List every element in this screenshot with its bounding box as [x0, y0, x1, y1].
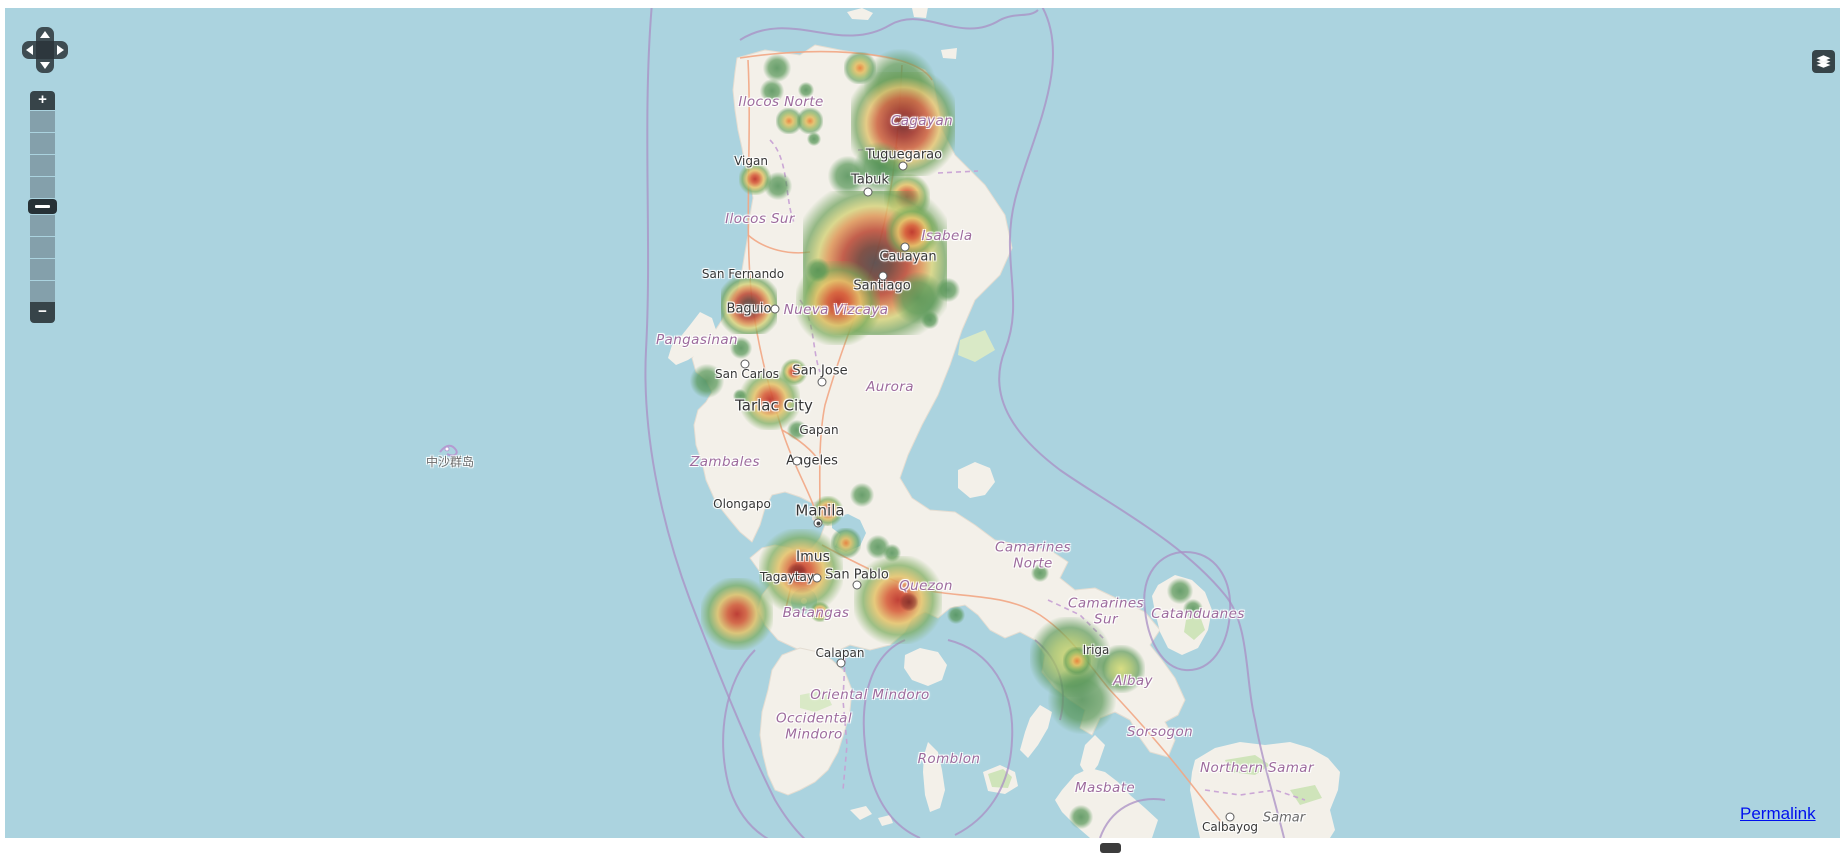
layers-icon — [1816, 55, 1831, 68]
map-canvas[interactable]: Ilocos Norte Cagayan Ilocos Sur Isabela Nuev… — [5, 8, 1840, 838]
zoom-track-segment[interactable] — [30, 281, 55, 302]
zoom-track-segment[interactable] — [30, 259, 55, 280]
layer-switcher-button[interactable] — [1812, 50, 1835, 73]
zoom-track-segment[interactable] — [30, 237, 55, 258]
pan-right-icon[interactable] — [57, 45, 64, 55]
zoom-slider[interactable]: + − — [28, 91, 57, 323]
basemap — [5, 8, 1840, 838]
zoom-in-button[interactable]: + — [30, 91, 55, 110]
zoom-track-segment[interactable] — [30, 177, 55, 198]
pan-down-icon[interactable] — [40, 62, 50, 69]
zoom-track-segment[interactable] — [30, 155, 55, 176]
zoom-track-segment[interactable] — [30, 215, 55, 236]
permalink-link[interactable]: Permalink — [1740, 804, 1816, 823]
zoom-out-button[interactable]: − — [30, 302, 55, 323]
zoom-track-segment[interactable] — [30, 133, 55, 154]
pan-control[interactable] — [22, 27, 68, 73]
pan-left-icon[interactable] — [26, 45, 33, 55]
zoom-track-segment[interactable] — [30, 111, 55, 132]
pan-up-icon[interactable] — [40, 31, 50, 38]
pan-control-horizontal — [22, 41, 68, 59]
zoom-slider-handle[interactable] — [28, 199, 57, 214]
cutoff-logo — [1100, 843, 1121, 853]
